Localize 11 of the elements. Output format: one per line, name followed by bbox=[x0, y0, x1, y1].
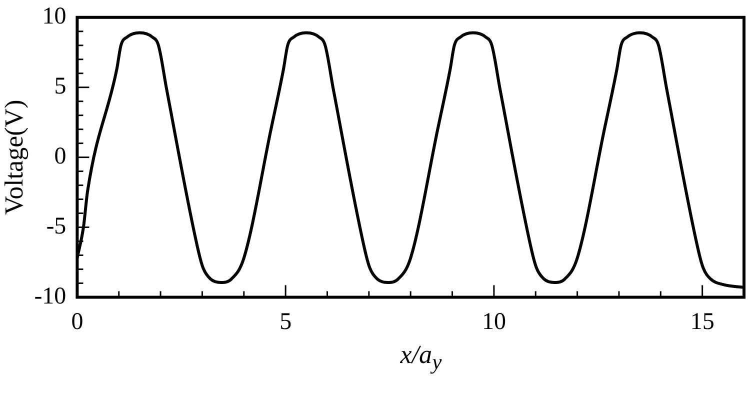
x-tick-label: 5 bbox=[280, 308, 292, 335]
x-tick-label: 15 bbox=[690, 308, 714, 335]
y-axis-title: Voltage(V) bbox=[0, 100, 28, 215]
y-tick-label: 0 bbox=[54, 144, 66, 170]
y-tick-label: 10 bbox=[42, 4, 66, 30]
y-tick-label: -5 bbox=[46, 214, 66, 240]
y-tick-label: 5 bbox=[54, 74, 66, 100]
y-tick-label: -10 bbox=[34, 283, 66, 310]
x-tick-label: 10 bbox=[482, 308, 506, 335]
x-axis-title: x/a$_{y}$ bbox=[399, 340, 443, 376]
x-tick-label: 0 bbox=[71, 308, 84, 335]
